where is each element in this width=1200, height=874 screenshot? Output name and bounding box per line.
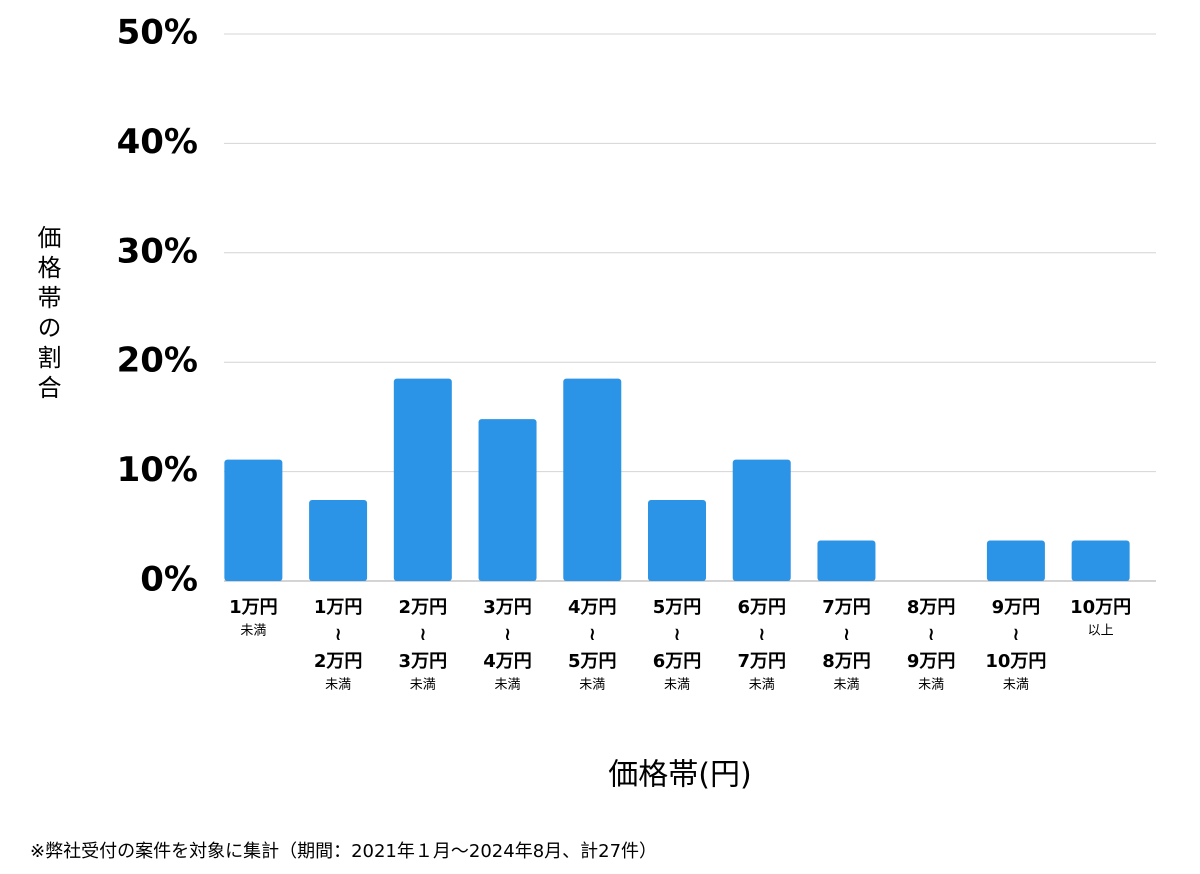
x-tick-label: 未満 [918, 678, 944, 693]
x-tick-label: 未満 [495, 678, 521, 693]
x-tick-label: 8万円 [822, 651, 871, 672]
footnote: ※弊社受付の案件を対象に集計（期間：2021年１月〜2024年8月、計27件） [30, 841, 657, 862]
y-tick-label: 30% [117, 231, 198, 271]
x-tick-label: 未満 [579, 678, 605, 693]
x-tick-label: 未満 [833, 678, 859, 693]
x-tick-label: 未満 [1003, 678, 1029, 693]
x-tick-label: 8万円 [907, 597, 956, 618]
x-tick-label: 1万円 [229, 597, 278, 618]
x-tick-label: 6万円 [653, 651, 702, 672]
bar [1071, 540, 1130, 581]
bar [224, 459, 283, 581]
bar [478, 419, 537, 581]
y-tick-label: 40% [117, 122, 198, 162]
x-tick-label: ≀ [589, 624, 596, 645]
x-tick-label: ≀ [758, 624, 765, 645]
x-tick-label: 4万円 [568, 597, 617, 618]
x-tick-label: 3万円 [483, 597, 532, 618]
x-tick-label: 7万円 [737, 651, 786, 672]
bar [732, 459, 791, 581]
y-tick-label: 50% [117, 13, 198, 53]
x-tick-label: 6万円 [737, 597, 786, 618]
x-tick-label: ≀ [1013, 624, 1020, 645]
y-tick-label: 10% [117, 450, 198, 490]
bar [393, 378, 452, 581]
x-tick-label: 未満 [749, 678, 775, 693]
y-axis-label: 価格帯の割合 [33, 225, 61, 405]
x-tick-label: 以上 [1088, 624, 1114, 639]
x-tick-label: 4万円 [483, 651, 532, 672]
x-tick-label: 2万円 [314, 651, 363, 672]
x-tick-label: 10万円 [1070, 597, 1131, 618]
x-tick-label: 5万円 [653, 597, 702, 618]
x-tick-label: 9万円 [907, 651, 956, 672]
x-tick-label: ≀ [843, 624, 850, 645]
x-tick-label: 2万円 [399, 597, 448, 618]
x-tick-label: 3万円 [399, 651, 448, 672]
x-tick-label: 未満 [410, 678, 436, 693]
y-tick-label: 0% [140, 560, 198, 600]
x-tick-label: ≀ [335, 624, 342, 645]
bar [563, 378, 622, 581]
x-tick-label: ≀ [504, 624, 511, 645]
x-tick-label: 未満 [664, 678, 690, 693]
bar [817, 540, 876, 581]
y-tick-label: 20% [117, 341, 198, 381]
x-tick-label: ≀ [928, 624, 935, 645]
x-tick-label: 5万円 [568, 651, 617, 672]
bar [648, 500, 706, 581]
x-tick-label: ≀ [419, 624, 426, 645]
x-tick-label: 10万円 [985, 651, 1046, 672]
x-tick-label: ≀ [674, 624, 681, 645]
bar [986, 540, 1045, 581]
bar [309, 500, 368, 581]
x-axis-label: 価格帯(円) [608, 758, 751, 793]
x-tick-label: 未満 [240, 624, 266, 639]
x-tick-label: 未満 [325, 678, 351, 693]
x-tick-label: 1万円 [314, 597, 363, 618]
x-tick-label: 7万円 [822, 597, 871, 618]
x-tick-label: 9万円 [992, 597, 1041, 618]
